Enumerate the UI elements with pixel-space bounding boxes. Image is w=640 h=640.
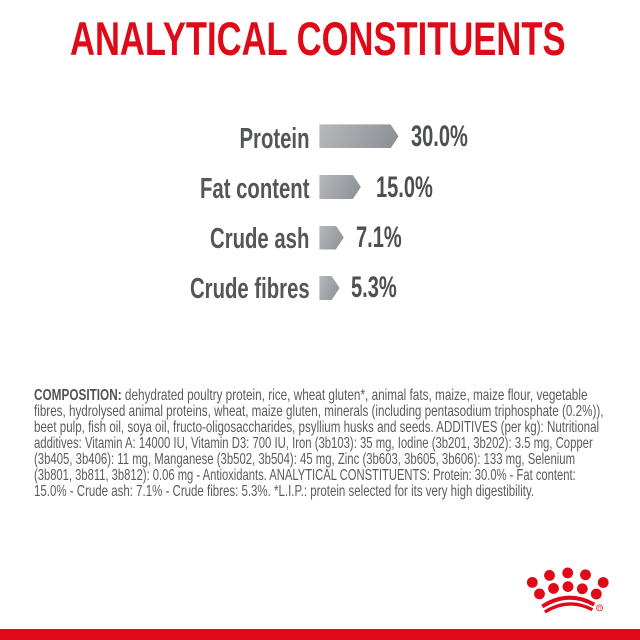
svg-text:R: R: [598, 606, 601, 611]
